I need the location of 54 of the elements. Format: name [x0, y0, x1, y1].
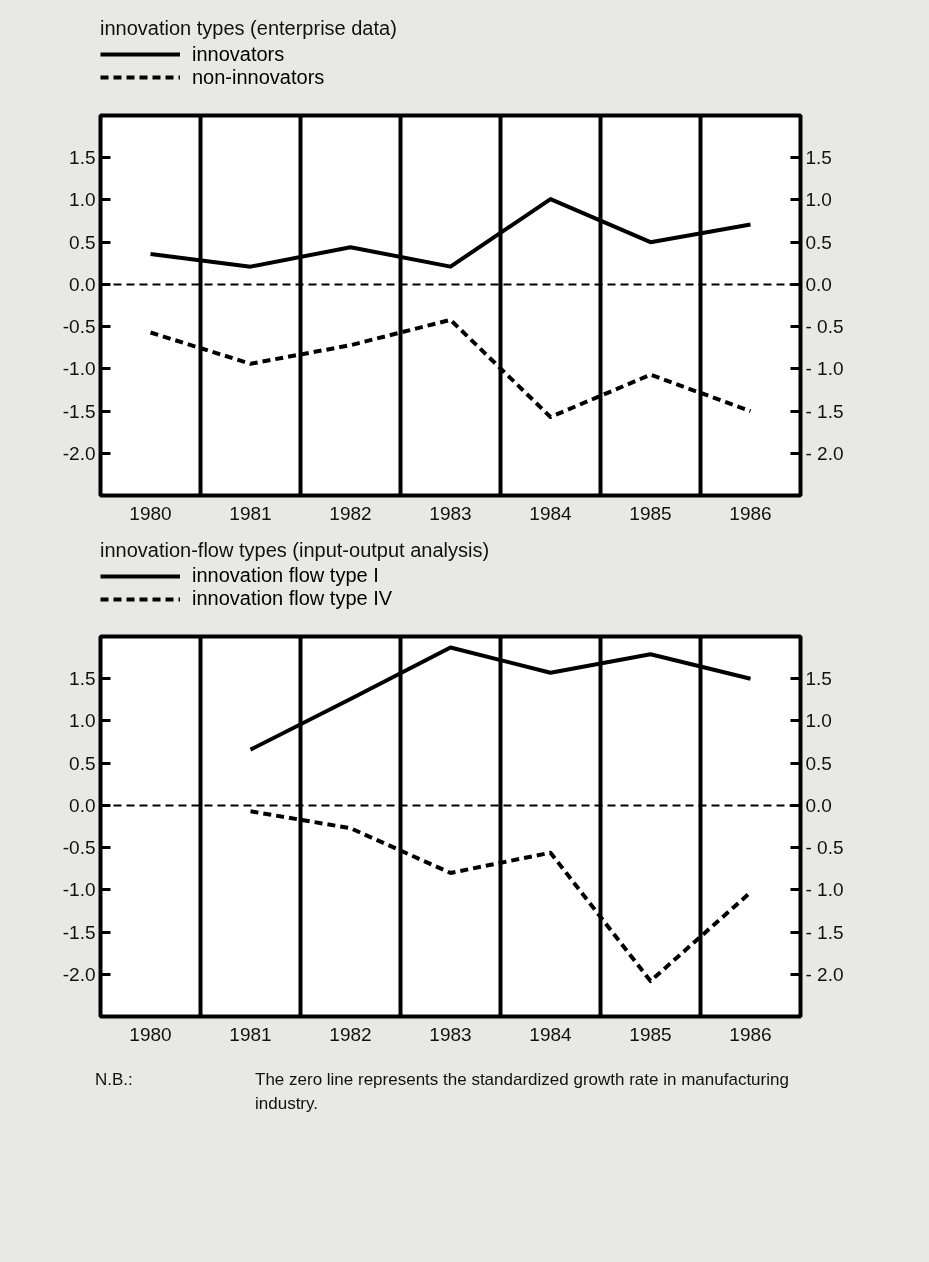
y2-tick-label: - 1.5: [805, 921, 844, 943]
text: N.B.:: [95, 1069, 133, 1092]
y-tick-label: 1.0: [69, 189, 96, 211]
text: The zero line represents the standardized growth rate in manufacturing industry.: [255, 1069, 790, 1116]
y-tick-label: 0.5: [69, 231, 96, 253]
x-tick-label: 1980: [129, 1023, 172, 1045]
y-tick-label: 1.5: [69, 146, 96, 168]
x-tick-label: 1985: [629, 502, 672, 524]
y-tick-label: 1.5: [69, 668, 96, 690]
y2-tick-label: 0.0: [805, 273, 832, 295]
x-tick-label: 1981: [229, 1023, 272, 1045]
x-tick-label: 1980: [129, 502, 172, 524]
y-tick-label: -1.0: [62, 879, 96, 901]
legend-label: innovation flow type I: [192, 564, 379, 588]
x-tick-label: 1982: [329, 502, 372, 524]
x-tick-label: 1985: [629, 1023, 672, 1045]
x-tick-label: 1984: [529, 1023, 573, 1045]
y2-tick-label: 1.0: [805, 710, 832, 732]
chart-title: innovation types (enterprise data): [100, 16, 397, 41]
y-tick-label: 0.5: [69, 752, 96, 774]
y2-tick-label: 1.0: [805, 189, 832, 211]
y-tick-label: -2.0: [62, 963, 96, 985]
y2-tick-label: - 2.0: [805, 963, 844, 985]
y2-tick-label: - 1.0: [805, 357, 844, 379]
legend-label: innovators: [192, 42, 285, 66]
legend-label: innovation flow type IV: [192, 587, 393, 611]
y2-tick-label: - 1.0: [805, 879, 844, 901]
chart-title: innovation-flow types (input-output analysis): [100, 537, 490, 563]
y2-tick-label: 0.0: [805, 795, 832, 817]
y2-tick-label: - 0.5: [805, 315, 844, 337]
y-tick-label: -1.0: [62, 357, 96, 379]
y-tick-label: -0.5: [62, 837, 96, 859]
x-tick-label: 1983: [429, 1023, 472, 1045]
legend-label: non-innovators: [192, 65, 325, 89]
y2-tick-label: - 0.5: [805, 837, 844, 859]
x-tick-label: 1981: [229, 502, 272, 524]
y-tick-label: -2.0: [62, 442, 96, 464]
y-tick-label: -1.5: [62, 400, 96, 422]
x-tick-label: 1986: [729, 1023, 772, 1045]
y2-tick-label: 0.5: [805, 231, 832, 253]
y-tick-label: 0.0: [69, 273, 96, 295]
y2-tick-label: 1.5: [805, 668, 832, 690]
x-tick-label: 1986: [729, 502, 772, 524]
y2-tick-label: 1.5: [805, 146, 832, 168]
x-tick-label: 1983: [429, 502, 472, 524]
y-tick-label: -1.5: [62, 921, 96, 943]
x-tick-label: 1984: [529, 502, 573, 524]
y2-tick-label: 0.5: [805, 752, 832, 774]
x-tick-label: 1982: [329, 1023, 372, 1045]
y2-tick-label: - 1.5: [805, 400, 844, 422]
y-tick-label: 0.0: [69, 795, 96, 817]
y2-tick-label: - 2.0: [805, 442, 844, 464]
y-tick-label: -0.5: [62, 315, 96, 337]
y-tick-label: 1.0: [69, 710, 96, 732]
